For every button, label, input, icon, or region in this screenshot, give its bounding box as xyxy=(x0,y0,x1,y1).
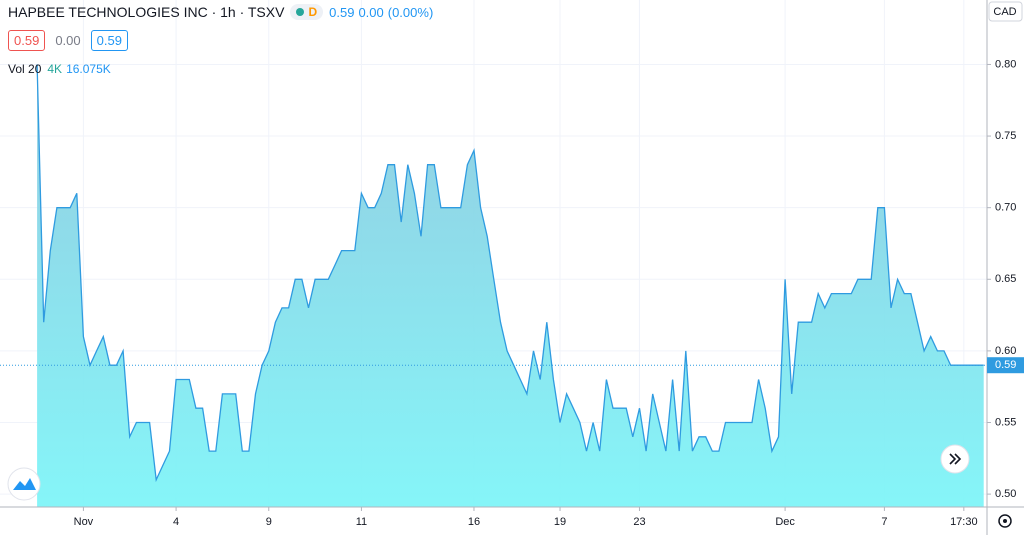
y-tick-label: 0.70 xyxy=(995,202,1016,214)
interval-badge: D xyxy=(308,5,318,19)
currency-box[interactable] xyxy=(988,1,1023,22)
last-price-label: 0.59 xyxy=(995,359,1016,371)
volume-average: 16.075K xyxy=(66,62,111,76)
y-tick-label: 0.50 xyxy=(995,488,1016,500)
x-tick-label: 19 xyxy=(554,516,566,528)
quote-change-pct: (0.00%) xyxy=(387,4,434,20)
quote-change: 0.00 xyxy=(358,4,384,20)
y-tick-label: 0.60 xyxy=(995,345,1016,357)
y-tick-label: 0.80 xyxy=(995,58,1016,70)
bid-button[interactable]: 0.59 xyxy=(8,30,46,51)
x-tick-label: Dec xyxy=(775,516,795,528)
volume-label: Vol 20 xyxy=(8,62,42,76)
x-tick-label: 7 xyxy=(881,516,887,528)
y-tick-label: 0.65 xyxy=(995,273,1016,285)
status-badges[interactable]: D xyxy=(290,4,324,20)
x-tick-label: 23 xyxy=(633,516,645,528)
last-price-tag xyxy=(987,357,1024,374)
symbol-title: HAPBEE TECHNOLOGIES INC · 1h · TSXV xyxy=(8,4,285,20)
x-tick-label: 11 xyxy=(356,516,367,528)
y-tick-label: 0.55 xyxy=(995,416,1016,428)
y-tick-label: 0.75 xyxy=(995,130,1016,142)
logo-button[interactable] xyxy=(7,467,41,501)
x-tick-label: 4 xyxy=(173,516,179,528)
area-fill xyxy=(37,64,984,508)
x-tick-label: 9 xyxy=(266,516,272,528)
x-tick-label: Nov xyxy=(74,516,94,528)
currency: CAD xyxy=(993,6,1016,18)
x-tick-label: 16 xyxy=(468,516,480,528)
scroll-right-button[interactable] xyxy=(940,444,970,474)
settings-button[interactable] xyxy=(998,514,1012,528)
volume-last: 4K xyxy=(47,62,63,76)
x-tick-label: 17:30 xyxy=(950,516,978,528)
quote-last: 0.59 xyxy=(329,4,355,20)
ask-button[interactable]: 0.59 xyxy=(90,30,128,51)
spread: 0.00 xyxy=(55,33,81,48)
market-status xyxy=(296,8,305,16)
price-line xyxy=(36,64,984,483)
